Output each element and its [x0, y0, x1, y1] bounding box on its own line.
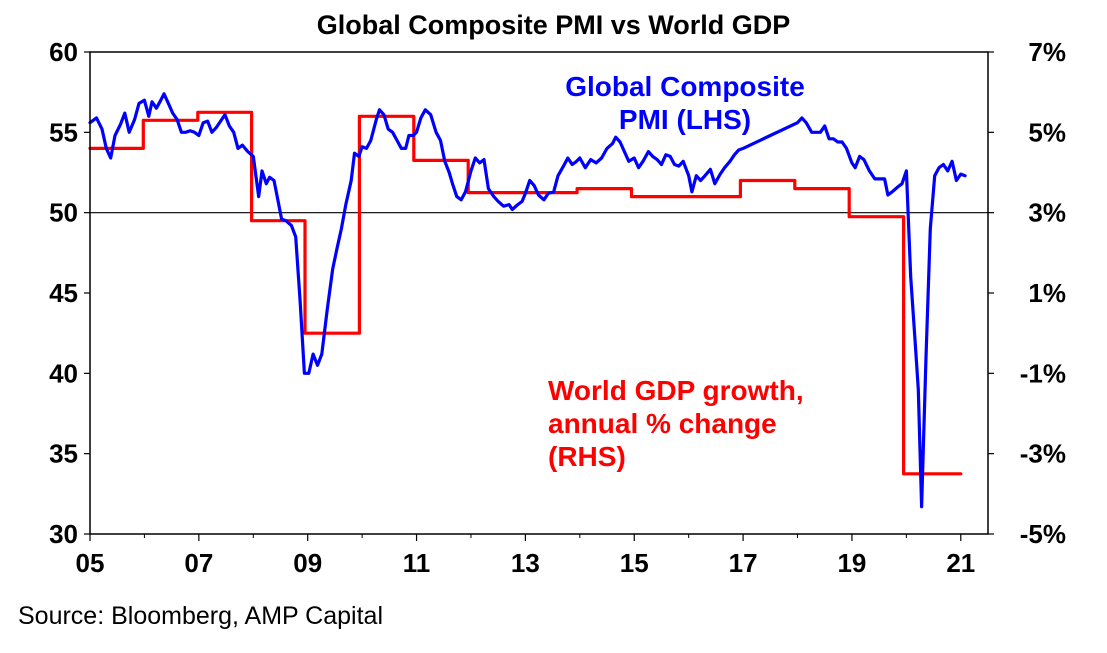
- x-axis-tick-label: 11: [403, 548, 431, 578]
- left-axis-tick-label: 60: [49, 37, 78, 67]
- left-axis-tick-label: 30: [49, 519, 78, 549]
- right-axis-tick-label: -5%: [1020, 519, 1066, 549]
- axes-group: 30 35 40 45 50 55 60 -5% -3% -1% 1% 3% 5% 7% 05 07 09 11 1…: [49, 37, 1066, 578]
- left-axis-tick-label: 45: [49, 278, 78, 308]
- gdp-label-line-2: annual % change: [548, 408, 777, 439]
- right-axis-tick-label: 7%: [1028, 37, 1066, 67]
- x-axis-tick-label: 13: [511, 548, 540, 578]
- pmi-series-line: [88, 92, 967, 509]
- x-axis-tick-label: 05: [76, 548, 105, 578]
- x-axis-tick-label: 19: [837, 548, 866, 578]
- right-axis-tick-label: -1%: [1020, 358, 1066, 388]
- x-axis-tick-label: 21: [946, 548, 975, 578]
- left-axis-tick-label: 35: [49, 439, 78, 469]
- chart-title: Global Composite PMI vs World GDP: [316, 10, 791, 40]
- right-axis-tick-label: 3%: [1028, 198, 1066, 228]
- left-axis-tick-label: 40: [49, 358, 78, 388]
- x-axis-tick-label: 17: [729, 548, 758, 578]
- gdp-label-line-3: (RHS): [548, 441, 626, 472]
- gdp-series-label: World GDP growth, annual % change (RHS): [548, 374, 878, 473]
- right-axis-tick-label: 5%: [1028, 117, 1066, 147]
- right-axis-tick-label: 1%: [1028, 278, 1066, 308]
- x-axis-tick-label: 09: [293, 548, 322, 578]
- pmi-series-label: Global Composite PMI (LHS): [520, 70, 850, 136]
- pmi-label-line-1: Global Composite: [565, 71, 805, 102]
- right-axis-tick-label: -3%: [1020, 439, 1066, 469]
- pmi-label-line-2: PMI (LHS): [618, 104, 752, 135]
- left-axis-tick-label: 55: [49, 117, 78, 147]
- x-axis-tick-label: 07: [184, 548, 213, 578]
- left-axis-tick-label: 50: [49, 198, 78, 228]
- gdp-label-line-1: World GDP growth,: [548, 375, 804, 406]
- x-axis-tick-label: 15: [620, 548, 649, 578]
- source-note: Source: Bloomberg, AMP Capital: [18, 602, 384, 630]
- series-group: [88, 92, 967, 509]
